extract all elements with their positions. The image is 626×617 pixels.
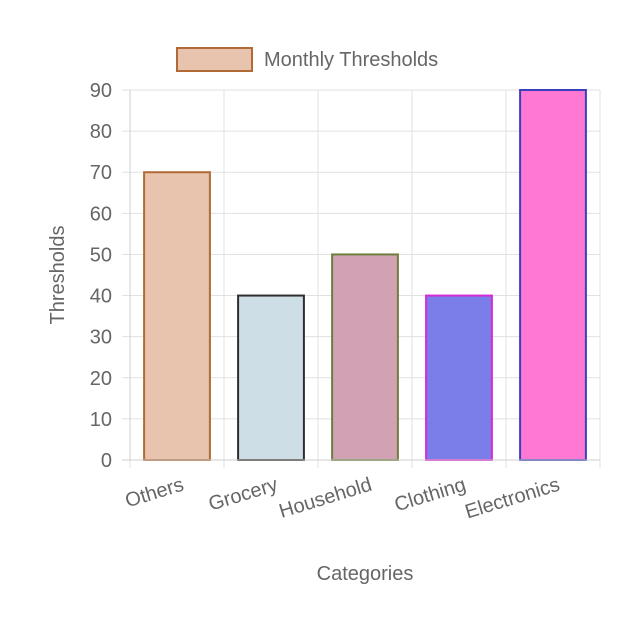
y-tick-label: 20 bbox=[90, 368, 112, 390]
x-tick-label: Household bbox=[277, 474, 375, 523]
axes bbox=[122, 90, 600, 461]
y-axis-label: Thresholds bbox=[47, 226, 69, 325]
y-tick-label: 0 bbox=[101, 450, 112, 472]
bar-others[interactable] bbox=[143, 171, 211, 461]
legend-swatch[interactable] bbox=[176, 47, 253, 72]
y-tick-label: 30 bbox=[90, 327, 112, 349]
bar-household[interactable] bbox=[331, 253, 399, 461]
y-tick-label: 10 bbox=[90, 409, 112, 431]
bar-grocery[interactable] bbox=[237, 294, 305, 461]
bar-electronics[interactable] bbox=[519, 89, 587, 461]
y-tick-label: 60 bbox=[90, 203, 112, 225]
x-tick-label: Others bbox=[123, 474, 187, 513]
bar-clothing[interactable] bbox=[425, 294, 493, 461]
y-tick-label: 90 bbox=[90, 80, 112, 102]
x-tick-label: Electronics bbox=[462, 474, 562, 524]
x-tick-label: Clothing bbox=[392, 474, 469, 516]
y-tick-label: 80 bbox=[90, 121, 112, 143]
y-tick-label: 70 bbox=[90, 162, 112, 184]
x-axis-label: Categories bbox=[317, 563, 414, 585]
y-tick-label: 50 bbox=[90, 244, 112, 266]
legend[interactable]: Monthly Thresholds bbox=[176, 47, 438, 72]
bars bbox=[143, 89, 587, 461]
y-tick-labels: 0 10 20 30 40 50 60 70 80 90 bbox=[90, 80, 112, 472]
legend-label[interactable]: Monthly Thresholds bbox=[264, 49, 438, 71]
x-tick-label: Grocery bbox=[206, 474, 280, 516]
y-tick-label: 40 bbox=[90, 286, 112, 308]
